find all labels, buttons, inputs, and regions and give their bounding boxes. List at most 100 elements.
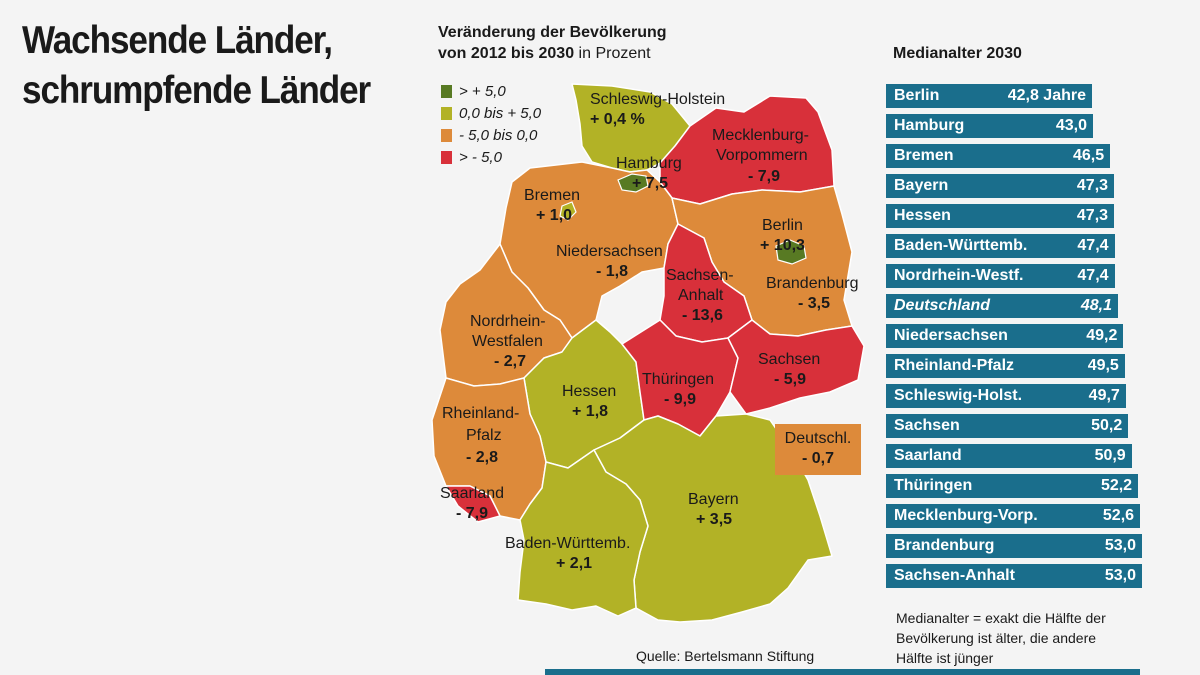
legend-item-decline: - 5,0 bis 0,0 (441, 124, 541, 146)
median-age-row: Mecklenburg-Vorp. 52,6 (886, 504, 1141, 528)
state-shape-hamburg (617, 173, 649, 193)
median-age-row-label: Niedersachsen (894, 327, 1008, 344)
label-schleswig-holstein-name: Schleswig-Holstein (590, 91, 725, 108)
median-age-row-value: 50,9 (1094, 447, 1126, 464)
median-age-row-value: 47,3 (1076, 207, 1109, 224)
median-age-row-value: 49,5 (1087, 357, 1119, 374)
median-age-row: Niedersachsen 49,2 (886, 324, 1124, 348)
label-bremen-value: + 1,0 (536, 207, 572, 224)
median-age-row-value: 47,3 (1076, 177, 1109, 194)
label-mecklenburg-name-2: Vorpommern (716, 147, 808, 164)
median-age-row-value: 47,4 (1077, 267, 1109, 284)
median-age-row-value: 53,0 (1104, 567, 1136, 584)
median-age-title: Medianalter 2030 (893, 45, 1022, 62)
legend-item-strong-decline: > - 5,0 (441, 146, 541, 168)
label-berlin-value: + 10,3 (760, 237, 805, 254)
median-age-row-label: Hessen (894, 207, 951, 224)
label-hessen-name: Hessen (562, 383, 616, 400)
legend-swatch (441, 150, 452, 164)
median-age-row-label: Deutschland (894, 297, 991, 314)
median-age-row: Hessen 47,3 (886, 204, 1115, 228)
label-nrw-name-1: Nordrhein- (470, 313, 546, 330)
median-age-row: Hamburg 43,0 (886, 114, 1093, 138)
median-age-row-label: Sachsen-Anhalt (894, 567, 1015, 584)
label-sachsen-name: Sachsen (758, 351, 820, 368)
label-baden-wuerttemberg-name: Baden-Württemb. (505, 535, 630, 552)
median-age-row-value: 46,5 (1072, 147, 1105, 164)
label-bremen-name: Bremen (524, 187, 580, 204)
legend-swatch (441, 84, 452, 98)
median-age-row-value: 50,2 (1091, 417, 1123, 434)
median-age-row-label: Brandenburg (894, 537, 995, 554)
source-note: Quelle: Bertelsmann Stiftung (636, 648, 815, 664)
label-hessen-value: + 1,8 (572, 403, 608, 420)
median-age-row-value: 52,2 (1100, 477, 1133, 494)
state-shape-sachsen (727, 319, 865, 415)
median-note-line-2: Bevölkerung ist älter, die andere (896, 630, 1097, 646)
label-nrw-name-2: Westfalen (472, 333, 543, 350)
median-age-row: Saarland 50,9 (886, 444, 1132, 468)
map-title-period: von 2012 bis 2030 (438, 45, 575, 62)
median-age-row: Sachsen-Anhalt 53,0 (886, 564, 1142, 588)
headline-line-2: schrumpfende Länder (22, 69, 371, 112)
median-age-row-value: 43,0 (1055, 117, 1087, 134)
median-age-row: Sachsen 50,2 (886, 414, 1129, 438)
germany-total-box: Deutschl. - 0,7 (775, 424, 861, 475)
legend-label: - 5,0 bis 0,0 (459, 126, 538, 144)
legend-swatch (441, 128, 452, 142)
label-rheinland-pfalz-value: - 2,8 (466, 449, 498, 466)
label-hamburg-value: + 7,5 (632, 175, 668, 192)
legend-label: > + 5,0 (459, 82, 506, 100)
map-legend: > + 5,0 0,0 bis + 5,0 - 5,0 bis 0,0 > - … (441, 80, 541, 168)
median-age-row-value: 53,0 (1104, 537, 1136, 554)
median-age-row-value: 52,6 (1102, 507, 1135, 524)
median-age-row-label: Thüringen (894, 477, 973, 494)
germany-total-name: Deutschl. (784, 430, 852, 447)
median-note-line-1: Medianalter = exakt die Hälfte der (896, 610, 1106, 626)
label-niedersachsen-name: Niedersachsen (556, 243, 663, 260)
label-bayern-name: Bayern (688, 491, 739, 508)
median-age-row-value: 48,1 (1080, 297, 1112, 314)
label-baden-wuerttemberg-value: + 2,1 (556, 555, 592, 572)
median-age-row-value: 47,4 (1077, 237, 1109, 254)
median-age-row: Bremen 46,5 (886, 144, 1111, 168)
label-saarland-value: - 7,9 (456, 505, 488, 522)
median-note-line-3: Hälfte ist jünger (896, 650, 994, 666)
legend-label: > - 5,0 (459, 148, 502, 166)
label-mecklenburg-name-1: Mecklenburg- (712, 127, 809, 144)
label-schleswig-holstein-value: + 0,4 % (590, 111, 645, 128)
state-shape-saarland (445, 485, 501, 523)
median-age-row: Baden-Württemb. 47,4 (886, 234, 1115, 258)
median-age-row-label: Hamburg (894, 117, 965, 134)
label-rheinland-pfalz-name-1: Rheinland- (442, 405, 519, 422)
median-age-note: Medianalter = exakt die Hälfte der Bevöl… (896, 608, 1156, 668)
germany-total-value: - 0,7 (801, 450, 834, 467)
label-brandenburg-value: - 3,5 (798, 295, 830, 312)
state-shape-bremen (559, 201, 577, 221)
median-age-row-label: Bayern (894, 177, 949, 194)
headline-line-1: Wachsende Länder, (22, 19, 333, 62)
headline: Wachsende Länder, schrumpfende Länder (22, 16, 409, 116)
label-thueringen-value: - 9,9 (664, 391, 696, 408)
median-age-row: Brandenburg 53,0 (886, 534, 1142, 558)
median-age-row: Nordrhein-Westf. 47,4 (886, 264, 1115, 288)
map-title-line-1: Veränderung der Bevölkerung (438, 24, 667, 41)
median-age-row-label: Mecklenburg-Vorp. (894, 507, 1038, 524)
median-age-row-label: Saarland (894, 447, 962, 464)
median-age-row: Bayern 47,3 (886, 174, 1115, 198)
median-age-row-label: Bremen (894, 147, 954, 164)
median-age-row-label: Schleswig-Holst. (894, 387, 1023, 404)
median-age-row: Deutschland 48,1 (886, 294, 1118, 318)
label-sachsen-anhalt-name-1: Sachsen- (666, 267, 734, 284)
median-age-row-label: Sachsen (894, 417, 960, 434)
state-shape-baden-wuerttemberg (517, 449, 649, 617)
label-mecklenburg-value: - 7,9 (748, 168, 780, 185)
label-sachsen-anhalt-value: - 13,6 (682, 307, 723, 324)
median-age-row-value: 49,7 (1088, 387, 1120, 404)
median-age-row: Schleswig-Holst. 49,7 (886, 384, 1126, 408)
median-age-row: Rheinland-Pfalz 49,5 (886, 354, 1125, 378)
median-age-row-label: Berlin (894, 87, 940, 104)
label-sachsen-value: - 5,9 (774, 371, 806, 388)
label-hamburg-name: Hamburg (616, 155, 682, 172)
